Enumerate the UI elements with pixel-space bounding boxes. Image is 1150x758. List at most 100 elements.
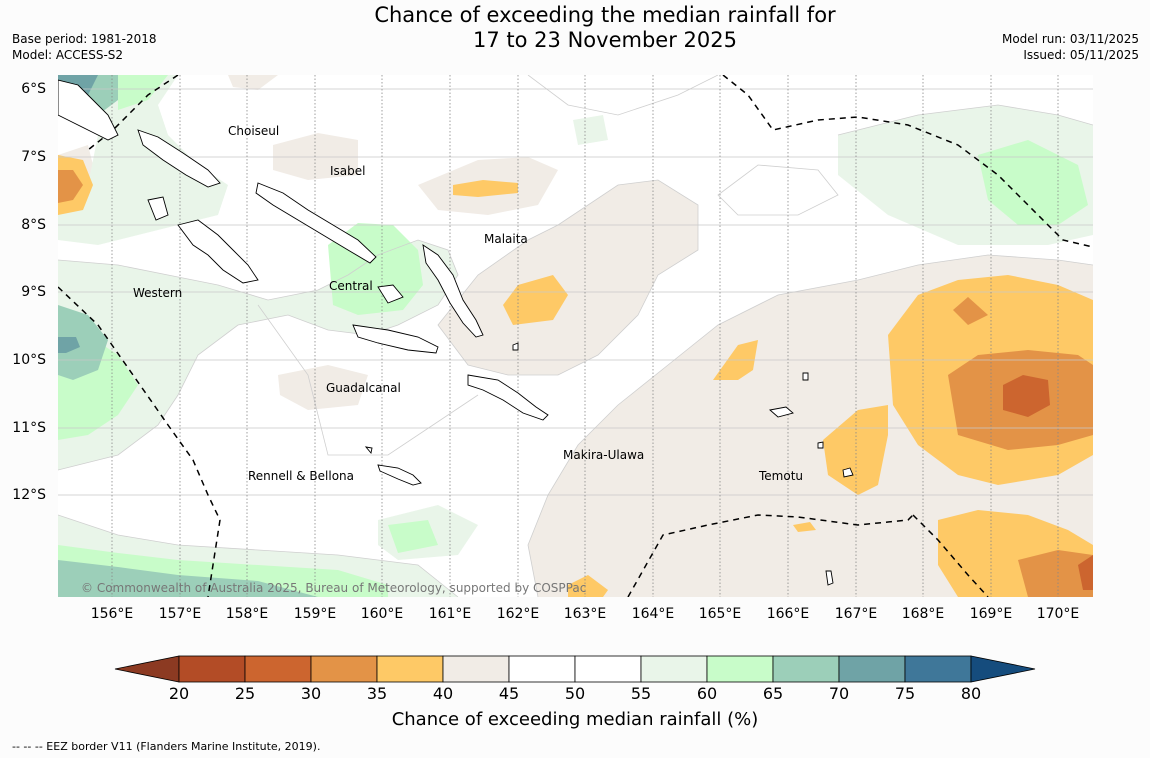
- colorbar-cell: [244, 655, 312, 683]
- colorbar-tick-label: 25: [234, 684, 256, 703]
- island-guadalcanal: [352, 324, 439, 354]
- colorbar: [114, 655, 1036, 683]
- region-label-malaita: Malaita: [484, 232, 528, 246]
- colorbar-cell: [706, 655, 774, 683]
- island-tikopia: [825, 570, 834, 586]
- lon-label-159e: 159°E: [293, 606, 337, 622]
- lon-label-163e: 163°E: [563, 606, 607, 622]
- model-name: Model: ACCESS-S2: [12, 48, 124, 62]
- island-new-georgia: [177, 219, 259, 284]
- colorbar-tick-label: 50: [564, 684, 586, 703]
- model-run-date: Model run: 03/11/2025: [1001, 32, 1139, 46]
- lon-label-168e: 168°E: [901, 606, 945, 622]
- island-choiseul: [137, 129, 221, 188]
- colorbar-tick-label: 20: [168, 684, 190, 703]
- colorbar-tick-label: 55: [630, 684, 652, 703]
- lat-label-12s: 12°S: [12, 487, 46, 503]
- colorbar-tick-label: 40: [432, 684, 454, 703]
- colorbar-tick-label: 70: [828, 684, 850, 703]
- shade-30-35-ne: [953, 297, 988, 325]
- shade-35-40-south: [568, 575, 608, 597]
- lon-label-166e: 166°E: [766, 606, 810, 622]
- longitude-gridlines: [111, 75, 1059, 597]
- region-label-isabel: Isabel: [330, 164, 365, 178]
- colorbar-tick-label: 30: [300, 684, 322, 703]
- colorbar-tick-label: 45: [498, 684, 520, 703]
- region-label-western: Western: [133, 286, 182, 300]
- island-ulawa: [512, 342, 519, 351]
- shade-70-75-west: [58, 337, 80, 353]
- shade-45-50-central: [438, 180, 698, 375]
- colorbar-cell: [310, 655, 378, 683]
- shade-25-30-east: [1003, 375, 1050, 417]
- colorbar-tick-label: 65: [762, 684, 784, 703]
- region-label-choiseul: Choiseul: [228, 124, 279, 138]
- island-malaita: [422, 244, 484, 338]
- island-bellona: [364, 446, 373, 455]
- shade-35-40-north: [453, 180, 518, 197]
- colorbar-cell: [640, 655, 708, 683]
- colorbar-cell: [838, 655, 906, 683]
- shade-55-60-small: [573, 115, 608, 145]
- island-vanikoro: [842, 467, 854, 478]
- colorbar-cell: [574, 655, 642, 683]
- island-reef: [802, 372, 809, 381]
- latitude-gridlines: [58, 88, 1093, 496]
- shade-60-65-ne: [978, 140, 1088, 225]
- shade-35-40-temotu: [823, 405, 888, 495]
- model-info: Base period: 1981-2018 Model: ACCESS-S2: [12, 31, 157, 63]
- island-rennell: [377, 464, 422, 486]
- island-florida: [377, 284, 404, 304]
- shade-45-50-guadalcanal: [278, 365, 368, 410]
- colorbar-tick-label: 80: [960, 684, 982, 703]
- shade-35-40-small: [793, 522, 816, 532]
- run-info: Model run: 03/11/2025 Issued: 05/11/2025: [1002, 31, 1139, 63]
- region-label-guadalcanal: Guadalcanal: [326, 381, 401, 395]
- shade-35-40-central: [503, 275, 568, 325]
- base-period: Base period: 1981-2018: [12, 32, 157, 46]
- colorbar-over-triangle: [970, 655, 1036, 683]
- colorbar-tick-label: 60: [696, 684, 718, 703]
- lat-label-10s: 10°S: [12, 352, 46, 368]
- copyright-notice: © Commonwealth of Australia 2025, Bureau…: [81, 581, 586, 595]
- island-vella: [147, 196, 169, 221]
- title-line-2: 17 to 23 November 2025: [473, 28, 737, 52]
- lon-label-160e: 160°E: [360, 606, 404, 622]
- lon-label-157e: 157°E: [158, 606, 202, 622]
- lat-label-11s: 11°S: [12, 420, 46, 436]
- colorbar-cell: [178, 655, 246, 683]
- colorbar-cell: [376, 655, 444, 683]
- lon-label-170e: 170°E: [1036, 606, 1080, 622]
- island-utupua: [817, 441, 824, 449]
- colorbar-under-triangle: [114, 655, 180, 683]
- shade-45-50-top: [228, 75, 278, 90]
- island-santa-cruz: [769, 406, 794, 418]
- island-bougainville: [58, 79, 119, 141]
- shade-30-35-se: [1018, 550, 1093, 597]
- island-makira: [467, 374, 549, 421]
- colorbar-cell: [904, 655, 972, 683]
- shade-65-70-sw: [58, 560, 318, 597]
- colorbar-cell: [442, 655, 510, 683]
- lon-label-162e: 162°E: [496, 606, 540, 622]
- colorbar-tick-label: 75: [894, 684, 916, 703]
- region-label-makira-ulawa: Makira-Ulawa: [563, 448, 644, 462]
- region-label-rennell-bellona: Rennell & Bellona: [248, 469, 354, 483]
- map-title: Chance of exceeding the median rainfall …: [300, 3, 910, 53]
- shade-60-65-nw: [118, 75, 168, 110]
- eez-legend-note: -- -- -- EEZ border V11 (Flanders Marine…: [12, 740, 321, 753]
- island-isabel: [255, 182, 377, 264]
- shade-25-30-se: [1078, 555, 1093, 590]
- lon-label-164e: 164°E: [631, 606, 675, 622]
- lat-label-6s: 6°S: [21, 81, 46, 97]
- shade-45-50-isabel: [273, 133, 358, 180]
- lon-label-161e: 161°E: [428, 606, 472, 622]
- lat-label-8s: 8°S: [21, 217, 46, 233]
- lon-label-156e: 156°E: [90, 606, 134, 622]
- lon-label-165e: 165°E: [698, 606, 742, 622]
- issued-date: Issued: 05/11/2025: [1023, 48, 1139, 62]
- colorbar-tick-label: 35: [366, 684, 388, 703]
- lat-label-9s: 9°S: [21, 284, 46, 300]
- lon-label-167e: 167°E: [834, 606, 878, 622]
- lon-label-169e: 169°E: [969, 606, 1013, 622]
